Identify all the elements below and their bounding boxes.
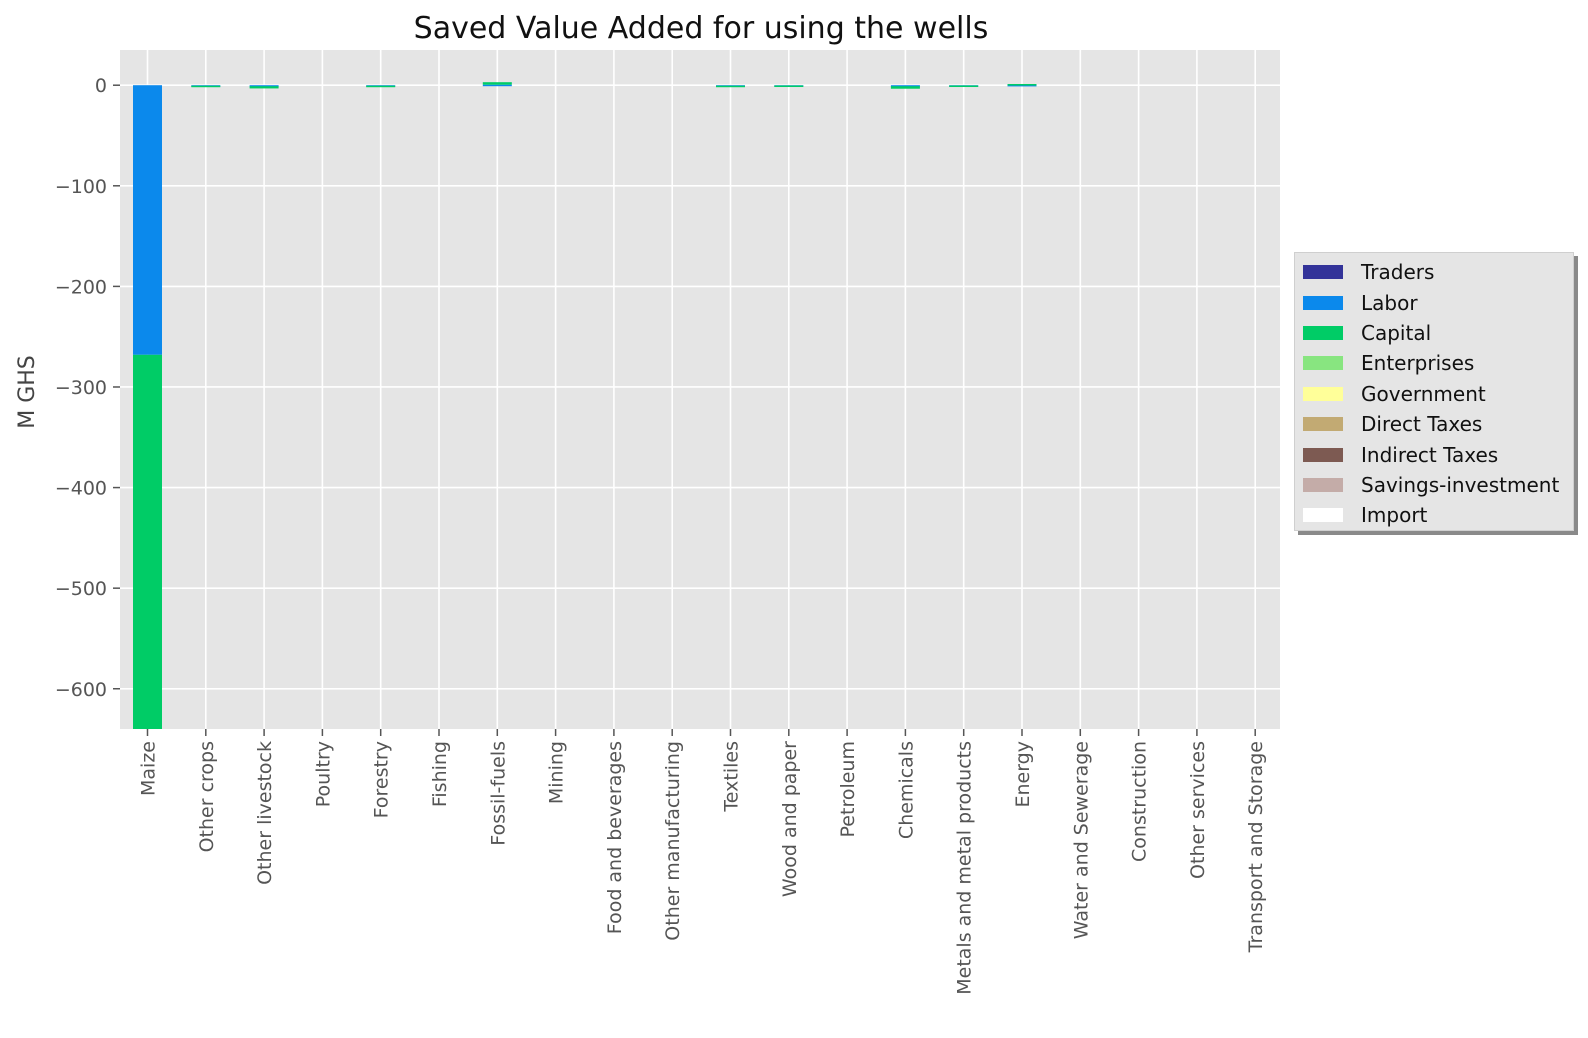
x-axis-ticks: Maize Other crops Other livestock Poultry Fo… [138, 729, 1267, 995]
legend-item: Labor [1303, 287, 1565, 317]
bar-capital [890, 86, 920, 89]
legend-item: Direct Taxes [1303, 409, 1565, 439]
legend-swatch [1303, 386, 1343, 401]
legend-item: Import [1303, 500, 1565, 530]
bar-labor [890, 85, 920, 87]
y-tick-label: −400 [55, 478, 107, 500]
y-axis-ticks: 0 −100 −200 −300 −400 −500 −600 [55, 75, 120, 701]
bar-labor [249, 85, 279, 87]
bar-capital [191, 85, 221, 88]
legend-label: Enterprises [1361, 351, 1475, 376]
legend-label: Traders [1361, 260, 1435, 285]
x-tick-label: Poultry [312, 741, 334, 807]
bar-capital [366, 85, 396, 88]
legend-swatch [1303, 508, 1343, 523]
legend-label: Capital [1361, 320, 1432, 345]
legend-item: Indirect Taxes [1303, 439, 1565, 469]
y-tick-label: −200 [55, 276, 107, 298]
y-tick-label: 0 [95, 75, 107, 97]
bar-capital [774, 85, 804, 88]
x-tick-label: Construction [1129, 741, 1151, 862]
bar-capital [133, 354, 162, 729]
legend-label: Labor [1361, 290, 1418, 315]
bar-capital [716, 85, 745, 88]
x-tick-label: Water and Sewerage [1070, 741, 1092, 939]
legend-item: Capital [1303, 318, 1565, 348]
x-tick-label: Transport and Storage [1245, 741, 1267, 953]
x-tick-label: Metals and metal products [954, 741, 976, 995]
bar-labor [1007, 84, 1037, 87]
x-tick-label: Textiles [721, 741, 743, 813]
legend-item: Enterprises [1303, 348, 1565, 378]
bar-capital [949, 85, 979, 88]
legend-swatch [1303, 356, 1343, 371]
legend-swatch [1303, 417, 1343, 432]
legend-swatch [1303, 447, 1343, 462]
legend-item: Savings-investment [1303, 470, 1565, 500]
y-tick-label: −500 [55, 578, 107, 600]
legend-label: Import [1361, 503, 1428, 528]
legend-item: Government [1303, 379, 1565, 409]
bar-capital [249, 86, 279, 89]
legend-swatch [1303, 325, 1343, 340]
x-tick-label: Other crops [196, 741, 218, 852]
bar-capital [1007, 84, 1037, 86]
legend-swatch [1303, 265, 1343, 280]
y-tick-label: −300 [55, 377, 107, 399]
bar-labor [133, 85, 162, 355]
x-tick-label: Chemicals [895, 741, 917, 839]
x-tick-label: Maize [138, 741, 160, 796]
legend-swatch [1303, 295, 1343, 310]
x-tick-label: Fossil-fuels [487, 741, 509, 846]
x-tick-label: Fishing [429, 741, 451, 807]
x-tick-label: Mining [546, 741, 568, 804]
legend-label: Direct Taxes [1361, 412, 1483, 437]
y-tick-label: −100 [55, 176, 107, 198]
y-tick-label: −600 [55, 679, 107, 701]
legend-label: Indirect Taxes [1361, 442, 1499, 467]
legend: Traders Labor Capital Enterprises Government… [1294, 252, 1574, 531]
x-tick-label: Energy [1012, 741, 1034, 808]
bars [133, 82, 1037, 729]
legend-swatch [1303, 477, 1343, 492]
legend-item: Traders [1303, 257, 1565, 287]
legend-label: Savings-investment [1361, 472, 1560, 497]
x-tick-label: Forestry [371, 741, 393, 818]
legend-label: Government [1361, 381, 1486, 406]
y-axis-label: M GHS [15, 355, 40, 429]
x-tick-label: Petroleum [837, 741, 859, 837]
bar-capital [482, 82, 512, 85]
x-tick-label: Food and beverages [604, 741, 626, 934]
x-tick-label: Other manufacturing [662, 741, 684, 941]
x-tick-label: Other services [1187, 741, 1209, 879]
x-tick-label: Wood and paper [779, 741, 801, 897]
plot-background [120, 50, 1280, 729]
bar-labor [482, 84, 512, 87]
chart-title: Saved Value Added for using the wells [414, 11, 989, 46]
x-tick-label: Other livestock [254, 741, 276, 885]
